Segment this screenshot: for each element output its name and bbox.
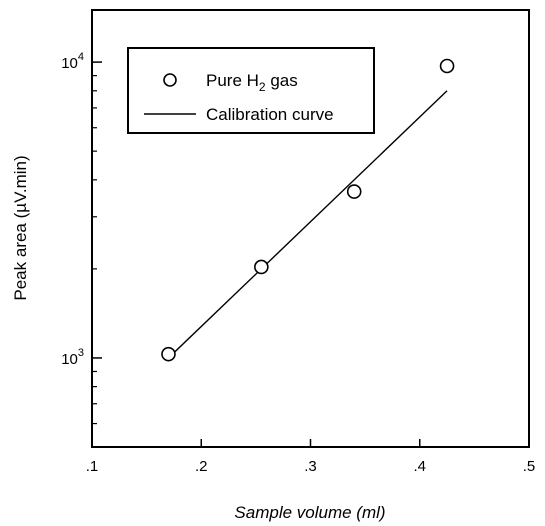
y-axis-ticks: 103 104 xyxy=(61,51,102,448)
legend: Pure H2 gas Calibration curve xyxy=(127,47,375,134)
data-point-0 xyxy=(161,346,176,362)
x-axis-label: Sample volume (ml) xyxy=(234,503,385,522)
x-tick-label-0: .1 xyxy=(86,458,99,475)
calibration-curve-line xyxy=(167,90,448,359)
data-point-2 xyxy=(346,184,362,199)
legend-marker-pure-h2 xyxy=(163,73,177,87)
x-tick-label-3: .4 xyxy=(413,458,426,475)
x-axis-ticks: .1 .2 .3 .4 .5 xyxy=(86,439,536,475)
legend-box xyxy=(127,47,375,134)
legend-label-calibration: Calibration curve xyxy=(206,105,334,124)
data-point-3 xyxy=(439,58,455,74)
x-tick-label-2: .3 xyxy=(304,458,317,475)
legend-label-pure-h2: Pure H2 gas xyxy=(206,71,298,94)
x-tick-label-1: .2 xyxy=(195,458,208,475)
x-tick-label-4: .5 xyxy=(523,458,536,475)
data-point-1 xyxy=(254,259,269,275)
y-axis-label: Peak area (µV.min) xyxy=(11,155,30,300)
y-tick-label-1: 104 xyxy=(61,51,84,72)
y-tick-label-0: 103 xyxy=(61,347,84,368)
series-layer xyxy=(161,58,455,362)
